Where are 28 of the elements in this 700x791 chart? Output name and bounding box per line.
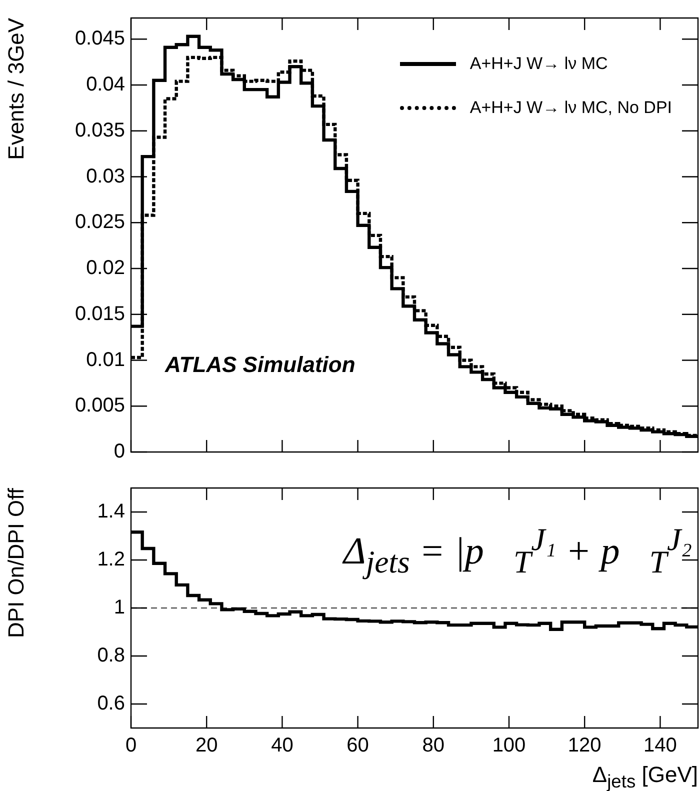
legend-label: A+H+J W→ lν MC <box>470 54 608 74</box>
y-tick-label: 1.4 <box>97 500 125 523</box>
y-tick-label: 0.8 <box>97 644 125 667</box>
x-tick-label: 40 <box>271 734 294 757</box>
y-tick-label: 0.02 <box>86 257 125 280</box>
y-tick-label: 1 <box>114 596 125 619</box>
y-tick-label: 0 <box>114 440 125 463</box>
legend-label: A+H+J W→ lν MC, No DPI <box>470 98 672 118</box>
y-tick-label: 1.2 <box>97 548 125 571</box>
annotation: ATLAS Simulation <box>165 352 356 378</box>
x-axis-title: Δ$_{jets}$ [GeV] <box>592 762 698 791</box>
y-tick-label: 0.025 <box>74 211 125 234</box>
x-tick-label: 20 <box>195 734 218 757</box>
y-axis-title: DPI On/DPI Off <box>3 487 28 638</box>
y-tick-label: 0.01 <box>86 348 125 371</box>
y-tick-label: 0.005 <box>74 394 125 417</box>
x-tick-label: 60 <box>346 734 369 757</box>
x-tick-label: 140 <box>644 734 677 757</box>
y-tick-label: 0.03 <box>86 165 125 188</box>
y-axis-title: Events / 3GeV <box>3 18 28 160</box>
x-tick-label: 80 <box>422 734 445 757</box>
y-tick-label: 0.015 <box>74 302 125 325</box>
y-tick-label: 0.04 <box>86 73 125 96</box>
y-tick-label: 0.6 <box>97 692 125 715</box>
y-tick-label: 0.045 <box>74 28 125 50</box>
y-tick-label: 0.035 <box>74 119 125 142</box>
x-tick-label: 100 <box>492 734 526 757</box>
x-tick-label: 120 <box>568 734 602 757</box>
